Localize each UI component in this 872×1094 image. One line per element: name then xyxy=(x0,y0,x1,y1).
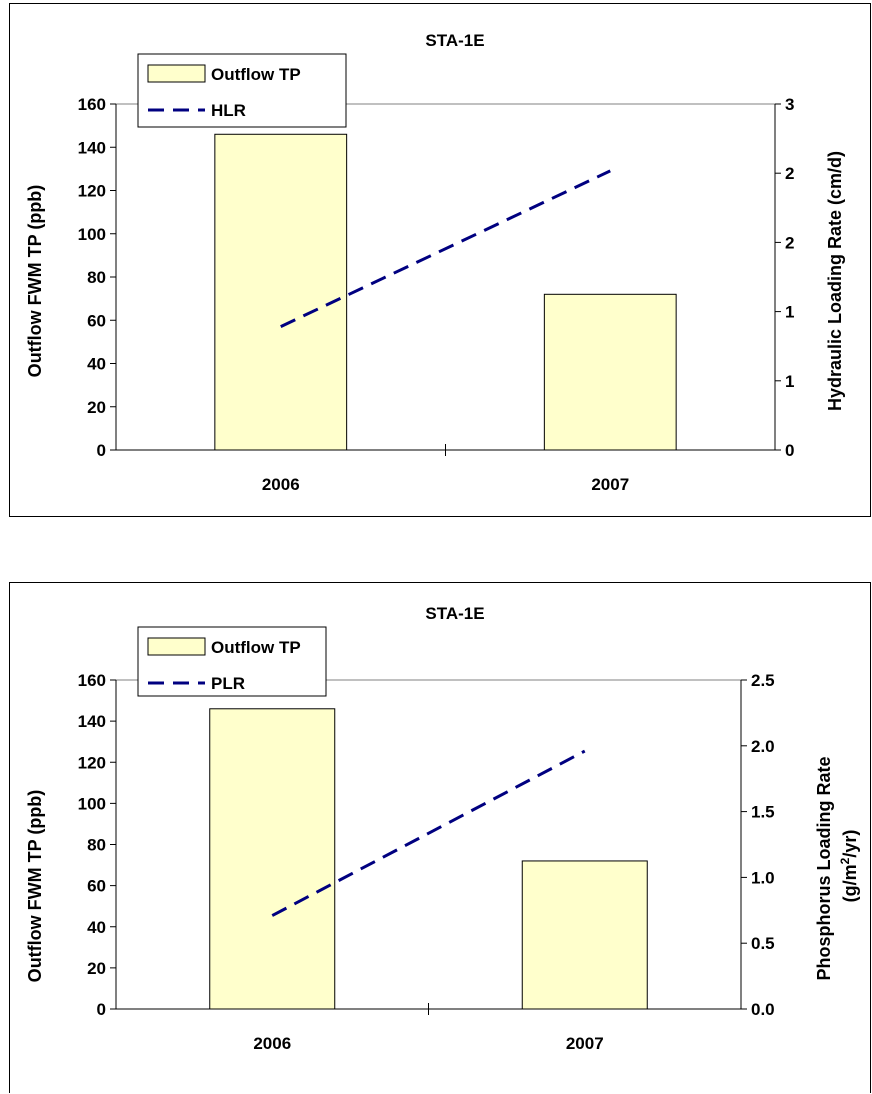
chart-svg-plr: STA-1E Outflow FWM TP (ppb) Phosphorus L… xyxy=(25,604,860,1053)
y-tick-label: 0 xyxy=(97,441,106,460)
plot-area: 0 20 40 60 80 100 120 140 160 0 1 1 2 2 3 2006 2007 Outfl… xyxy=(78,53,794,494)
y-tick-label: 140 xyxy=(78,712,106,731)
y-tick-label: 120 xyxy=(78,182,106,201)
bar xyxy=(214,133,348,451)
y2-tick-label: 0.5 xyxy=(751,934,775,953)
y-tick-label: 20 xyxy=(87,398,106,417)
y-axis-label: Outflow FWM TP (ppb) xyxy=(25,790,45,983)
y2-tick-label: 2.5 xyxy=(751,671,775,690)
y2-axis-label-line1: Phosphorus Loading Rate xyxy=(814,757,834,981)
y-tick-label: 160 xyxy=(78,671,106,690)
y2-tick-label: 0.0 xyxy=(751,1000,775,1019)
bar xyxy=(543,293,677,451)
y2-tick-label: 1 xyxy=(785,303,794,322)
legend-swatch-bar xyxy=(147,637,206,656)
legend-label-line: PLR xyxy=(211,674,245,693)
y-tick-label: 80 xyxy=(87,836,106,855)
y2-axis-label-superscript: 2 xyxy=(838,857,852,864)
y2-tick-label: 2.0 xyxy=(751,737,775,756)
y2-tick-label: 2 xyxy=(785,164,794,183)
y2-tick-label: 0 xyxy=(785,441,794,460)
legend-swatch-bar xyxy=(147,64,206,83)
x-tick-label: 2007 xyxy=(591,475,629,494)
y-tick-label: 40 xyxy=(87,355,106,374)
x-tick-label: 2007 xyxy=(566,1034,604,1053)
y-tick-label: 60 xyxy=(87,877,106,896)
y2-axis-label: Hydraulic Loading Rate (cm/d) xyxy=(825,151,845,411)
y2-tick-label: 1.0 xyxy=(751,868,775,887)
y2-tick-label: 3 xyxy=(785,95,794,114)
y-tick-label: 140 xyxy=(78,138,106,157)
y-tick-label: 60 xyxy=(87,311,106,330)
y-tick-label: 0 xyxy=(97,1000,106,1019)
y-tick-label: 40 xyxy=(87,918,106,937)
y-tick-label: 20 xyxy=(87,959,106,978)
x-tick-label: 2006 xyxy=(253,1034,291,1053)
legend-label-bar: Outflow TP xyxy=(211,638,301,657)
y2-axis-label-line2-end: /yr) xyxy=(840,830,860,858)
y2-axis-label-line2-start: (g/m xyxy=(840,864,860,902)
plot-area: 0 20 40 60 80 100 120 140 160 0.0 0.5 1.0 1.5 2.0 2.5 2… xyxy=(78,626,775,1053)
chart-panel-hlr: STA-1E Outflow FWM TP (ppb) Hydraulic Lo… xyxy=(9,3,871,517)
y-tick-label: 160 xyxy=(78,95,106,114)
y-tick-label: 100 xyxy=(78,225,106,244)
line-series xyxy=(280,169,611,328)
y-tick-label: 80 xyxy=(87,268,106,287)
chart-svg-hlr: STA-1E Outflow FWM TP (ppb) Hydraulic Lo… xyxy=(25,31,845,494)
y-axis-label: Outflow FWM TP (ppb) xyxy=(25,185,45,378)
chart-panel-plr: STA-1E Outflow FWM TP (ppb) Phosphorus L… xyxy=(9,582,871,1093)
y2-tick-label: 1 xyxy=(785,372,794,391)
y-tick-label: 120 xyxy=(78,753,106,772)
line-series xyxy=(271,749,586,917)
bar xyxy=(209,708,336,1010)
bar xyxy=(521,860,648,1010)
y-tick-label: 100 xyxy=(78,794,106,813)
legend-label-bar: Outflow TP xyxy=(211,65,301,84)
y2-tick-label: 2 xyxy=(785,233,794,252)
chart-title: STA-1E xyxy=(425,31,484,50)
chart-title: STA-1E xyxy=(425,604,484,623)
legend-label-line: HLR xyxy=(211,101,246,120)
y2-tick-label: 1.5 xyxy=(751,803,775,822)
y2-axis-label: Phosphorus Loading Rate (g/m2/yr) xyxy=(814,751,860,980)
x-tick-label: 2006 xyxy=(262,475,300,494)
